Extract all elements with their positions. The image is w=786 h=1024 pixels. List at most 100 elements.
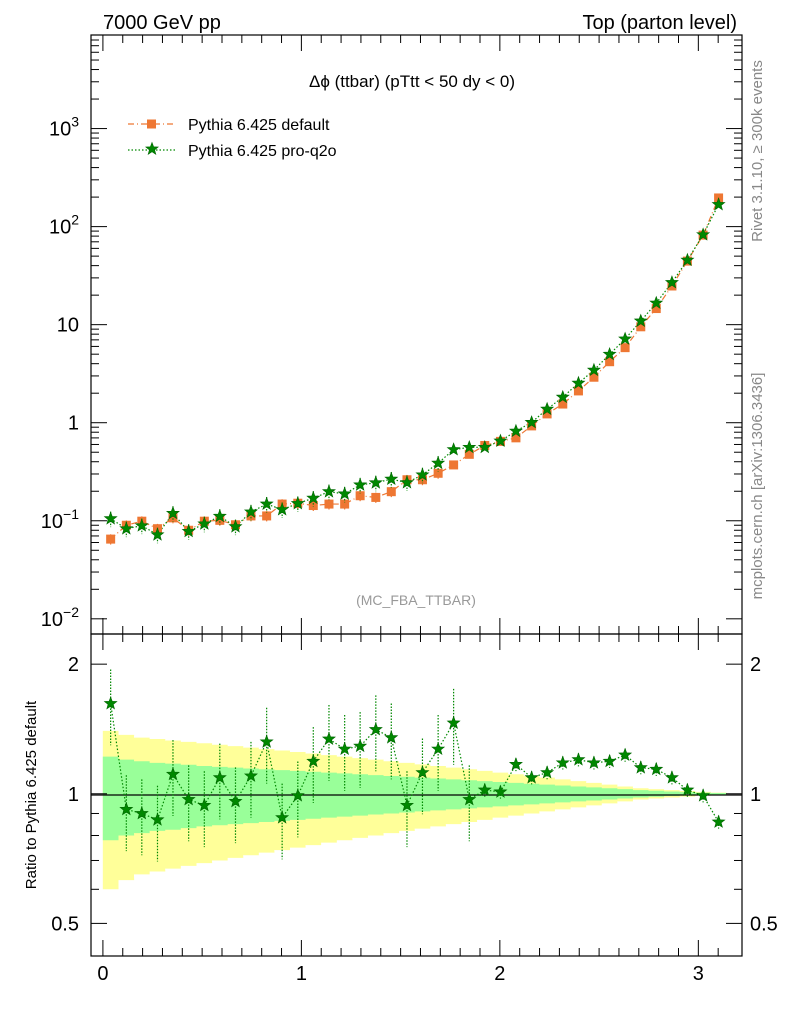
point-default [620, 343, 630, 353]
legend-marker-proq2o [145, 141, 159, 155]
point-default [215, 515, 225, 525]
point-default [511, 433, 521, 443]
point-default [636, 322, 646, 332]
ratio-point-proq2o [337, 741, 352, 756]
ratio-point-proq2o [321, 731, 336, 746]
point-proq2o [571, 375, 586, 390]
ratio-point-proq2o [633, 760, 648, 774]
point-default [106, 534, 116, 544]
point-proq2o [633, 313, 648, 327]
ratio-point-proq2o [618, 747, 633, 762]
main-series [103, 193, 726, 545]
main-y-tick-label: 1 [68, 413, 79, 435]
ratio-panel: 0.5 0.5 1 1 2 2 0 1 2 3 Ratio to Pythia 6.425 def… [23, 633, 778, 985]
point-proq2o [290, 496, 305, 510]
point-proq2o [664, 275, 679, 289]
point-default [340, 499, 350, 509]
header-left: 7000 GeV pp [103, 12, 221, 34]
point-proq2o [181, 523, 196, 538]
ratio-tick-labels: 0.5 0.5 1 1 2 2 0 1 2 3 [51, 654, 778, 985]
ratio-point-proq2o [571, 752, 586, 766]
x-tick-label: 2 [494, 963, 505, 985]
point-proq2o [306, 490, 321, 505]
main-plot-frame [91, 35, 742, 634]
ratio-point-proq2o [275, 810, 290, 824]
legend-marker-default [147, 119, 156, 129]
point-proq2o [446, 442, 461, 456]
ratio-point-proq2o [586, 755, 601, 769]
point-proq2o [493, 433, 508, 447]
main-y-tick-label: 10 [57, 315, 79, 337]
ratio-point-proq2o [103, 696, 118, 710]
point-proq2o [415, 467, 430, 481]
ratio-y-tick-label-left: 1 [68, 784, 79, 806]
ratio-point-proq2o [353, 738, 368, 753]
point-proq2o [384, 471, 399, 486]
ratio-point-proq2o [290, 788, 305, 802]
ratio-point-proq2o [243, 768, 258, 782]
analysis-annotation: (MC_FBA_TTBAR) [356, 592, 476, 608]
ratio-point-proq2o [134, 806, 149, 820]
ratio-point-proq2o [197, 797, 212, 812]
ratio-point-proq2o [415, 765, 430, 779]
point-default [605, 357, 615, 367]
point-proq2o [228, 519, 243, 533]
point-proq2o [540, 401, 555, 416]
legend-label-default: Pythia 6.425 default [188, 117, 330, 134]
ratio-y-tick-label-right: 0.5 [750, 913, 778, 935]
point-default [433, 468, 443, 478]
rivet-version-label: Rivet 3.1.10, ≥ 300k events [749, 60, 766, 242]
x-tick-label: 3 [693, 963, 704, 985]
ratio-point-proq2o [524, 770, 539, 784]
point-default [308, 501, 318, 511]
point-proq2o [243, 504, 258, 518]
ratio-point-proq2o [711, 814, 726, 828]
point-default [262, 511, 272, 521]
point-default [355, 491, 365, 501]
x-tick-label: 0 [97, 963, 108, 985]
point-proq2o [165, 505, 180, 520]
ratio-point-proq2o [508, 757, 523, 771]
point-proq2o [462, 439, 477, 454]
mcplots-label: mcplots.cern.ch [arXiv:1306.3436] [749, 373, 766, 600]
main-y-tick-label: 10−2 [41, 604, 79, 631]
point-default [464, 449, 474, 459]
point-proq2o [477, 439, 492, 454]
series-line-default [110, 197, 720, 540]
main-axis-ticks [91, 34, 742, 634]
ratio-y-tick-label-left: 0.5 [51, 913, 79, 935]
point-proq2o [212, 508, 227, 523]
main-y-tick-label: 10−1 [41, 506, 79, 533]
ratio-y-tick-label-right: 1 [750, 784, 761, 806]
ratio-point-proq2o [477, 782, 492, 797]
point-default [449, 460, 459, 470]
ratio-point-proq2o [446, 715, 461, 729]
point-proq2o [150, 527, 165, 541]
point-proq2o [508, 423, 523, 438]
point-default [667, 281, 677, 291]
point-default [527, 421, 537, 431]
point-default [589, 372, 599, 382]
point-proq2o [337, 486, 352, 500]
ratio-point-proq2o [212, 770, 227, 784]
point-proq2o [134, 518, 149, 532]
point-proq2o [555, 389, 570, 404]
ratio-point-proq2o [680, 782, 695, 797]
point-proq2o [431, 455, 446, 470]
ratio-point-proq2o [150, 812, 165, 826]
ratio-y-axis-label: Ratio to Pythia 6.425 default [23, 700, 40, 889]
point-proq2o [399, 475, 414, 489]
main-plot-title: Δϕ (ttbar) (pTtt < 50 dy < 0) [309, 72, 515, 91]
ratio-uncertainty-bands [102, 730, 727, 890]
ratio-point-proq2o [228, 794, 243, 808]
point-proq2o [197, 516, 212, 530]
point-proq2o [353, 477, 368, 491]
ratio-band-inner [102, 756, 727, 841]
point-default [651, 304, 661, 314]
legend: Pythia 6.425 default Pythia 6.425 pro-q2… [128, 117, 337, 160]
point-proq2o [368, 475, 383, 489]
header-right: Top (parton level) [582, 12, 737, 34]
ratio-y-tick-label-left: 2 [68, 654, 79, 676]
point-proq2o [649, 295, 664, 310]
